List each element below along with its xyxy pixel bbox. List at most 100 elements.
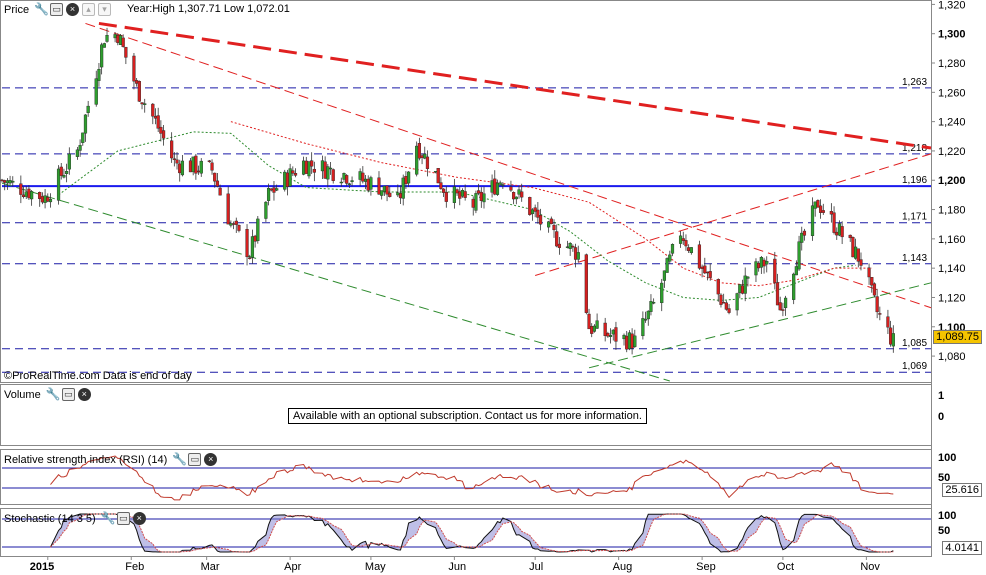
trendline (85, 22, 932, 309)
y-tick-label: 1,180 (938, 205, 966, 217)
candle-body (38, 192, 42, 199)
candle-body (172, 158, 176, 160)
close-icon[interactable]: × (204, 453, 218, 466)
candle-body (207, 160, 211, 162)
candle-body (161, 130, 166, 139)
y-tick-label: 1,280 (938, 58, 966, 70)
wrench-icon[interactable]: 🔧 (172, 452, 188, 466)
candle-body (175, 159, 179, 164)
candle-body (439, 182, 443, 189)
candle-body (603, 322, 607, 336)
candle-body (606, 333, 610, 337)
close-icon[interactable]: × (66, 3, 80, 16)
candle-body (557, 243, 561, 248)
candle-body (40, 196, 44, 203)
candle-body (326, 166, 330, 180)
stochastic-title: Stochastic (14 3 5) (4, 512, 96, 525)
candle-body (24, 191, 28, 197)
wrench-icon[interactable]: 🔧 (34, 2, 50, 16)
candle-body (878, 313, 882, 315)
candle-body (245, 229, 249, 258)
y-tick-label: 1,240 (938, 117, 966, 129)
level-label: 1,171 (902, 212, 927, 223)
price-range-stats: Year:High 1,307.71 Low 1,072.01 (127, 3, 290, 15)
candle-body (153, 116, 158, 119)
rsi-line (50, 455, 894, 501)
candle-body (143, 103, 147, 105)
candle-body (8, 180, 12, 184)
x-tick-label: Jul (529, 561, 543, 573)
candle-body (366, 178, 370, 191)
candle-body (565, 246, 570, 248)
close-icon[interactable]: × (132, 512, 146, 525)
candle-body (463, 191, 467, 198)
candle-body (3, 180, 7, 183)
candle-body (854, 246, 858, 259)
volume-tick: 1 (938, 390, 944, 402)
moving-average-long (230, 121, 872, 287)
candle-body (191, 156, 195, 173)
candle-body (436, 168, 440, 184)
trendline (98, 21, 932, 150)
candle-body (848, 234, 852, 239)
candle-body (627, 332, 632, 349)
y-tick-label: 1,300 (938, 29, 966, 41)
x-tick-label: Apr (284, 561, 301, 573)
candle-body (377, 177, 381, 195)
wrench-icon[interactable]: 🔧 (100, 511, 116, 525)
x-tick-label: May (365, 561, 386, 573)
candle-body (156, 115, 160, 129)
candle-body (829, 211, 833, 215)
candle-body (813, 201, 817, 209)
rsi-tick: 100 (938, 452, 956, 464)
candle-body (538, 215, 543, 225)
candle-body (423, 153, 427, 159)
maximize-icon[interactable]: ▭ (116, 512, 130, 525)
candle-body (237, 224, 241, 231)
maximize-icon[interactable]: ▭ (61, 388, 75, 401)
level-label: 1,218 (902, 143, 927, 154)
candle-body (724, 302, 728, 310)
stochastic-current-label: 4.0141 (942, 541, 982, 555)
level-label: 1,196 (902, 175, 927, 186)
candle-body (417, 143, 421, 159)
maximize-icon[interactable]: ▭ (188, 453, 202, 466)
candle-body (509, 186, 513, 191)
candle-body (681, 238, 685, 241)
candle-body (687, 247, 691, 251)
candle-body (740, 285, 745, 294)
candle-body (121, 37, 125, 47)
candle-body (622, 334, 626, 340)
candle-body (455, 189, 459, 194)
candle-body (124, 46, 128, 58)
candle-body (363, 178, 368, 182)
candle-body (444, 192, 448, 202)
candle-body (310, 160, 314, 167)
maximize-icon[interactable]: ▭ (50, 3, 64, 16)
candle-body (385, 185, 389, 195)
rsi-title: Relative strength index (RSI) (14) (4, 453, 168, 466)
candle-body (339, 181, 343, 184)
candle-body (75, 149, 79, 157)
candle-body (218, 187, 222, 196)
wrench-icon[interactable]: 🔧 (45, 387, 61, 401)
move-up-icon[interactable]: ▴ (82, 3, 96, 16)
candle-body (301, 160, 306, 175)
candle-body (757, 262, 761, 269)
close-icon[interactable]: × (77, 388, 91, 401)
candle-body (856, 248, 860, 262)
candle-body (479, 191, 483, 201)
candle-body (401, 177, 405, 199)
candle-body (62, 175, 66, 178)
candle-body (420, 155, 424, 158)
candle-body (137, 81, 141, 102)
move-down-icon[interactable]: ▾ (98, 3, 112, 16)
candle-body (272, 187, 276, 193)
candle-body (113, 34, 117, 39)
candle-body (493, 178, 497, 195)
candle-body (307, 161, 311, 177)
candle-body (396, 192, 400, 196)
candle-body (886, 316, 890, 328)
candle-body (256, 218, 260, 241)
candle-body (234, 220, 238, 225)
